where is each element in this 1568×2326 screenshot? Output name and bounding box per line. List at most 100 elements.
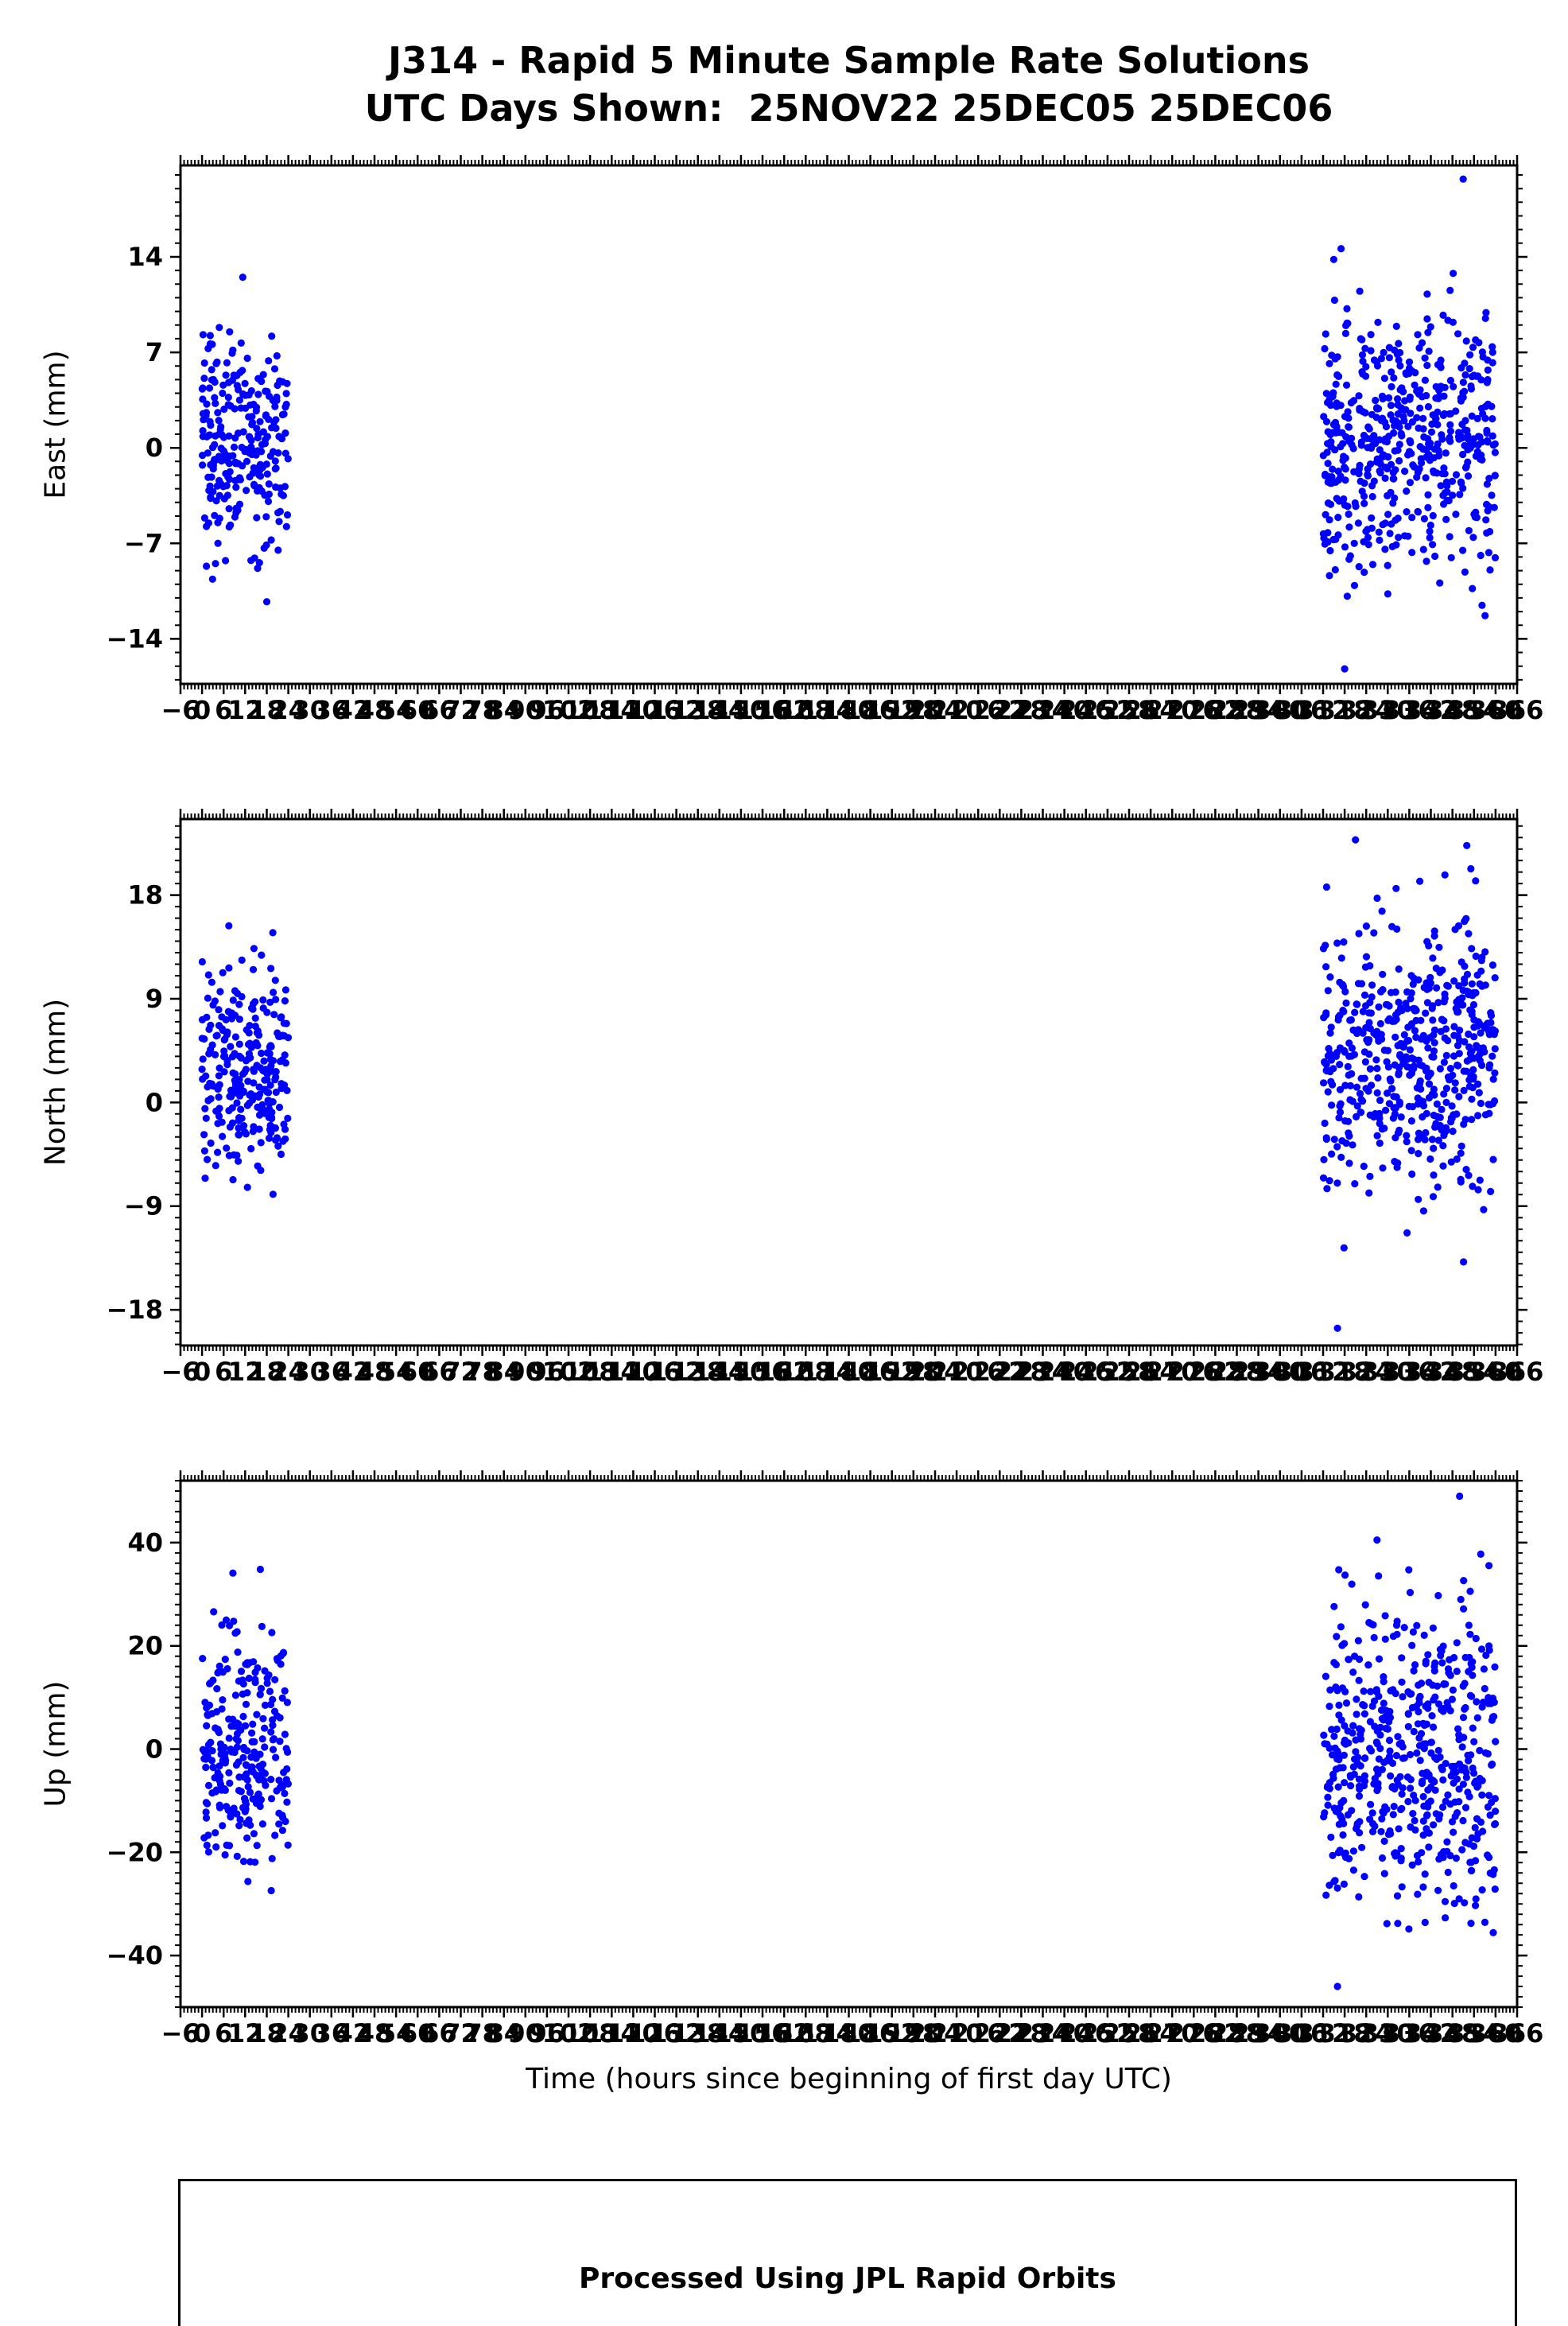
data-point bbox=[1372, 1765, 1381, 1773]
svg-text:144: 144 bbox=[693, 1357, 746, 1387]
data-point bbox=[1461, 441, 1469, 449]
data-point bbox=[1453, 1668, 1461, 1676]
data-point bbox=[1487, 1187, 1495, 1195]
data-point bbox=[1430, 1026, 1439, 1034]
data-point bbox=[203, 400, 211, 408]
data-point bbox=[1360, 1048, 1368, 1056]
data-point bbox=[235, 1015, 243, 1023]
scatter-points bbox=[199, 1492, 1500, 1990]
data-point bbox=[243, 457, 251, 465]
data-point bbox=[1478, 1703, 1486, 1711]
data-point bbox=[228, 1119, 237, 1127]
data-point bbox=[1428, 1712, 1436, 1720]
svg-text:162: 162 bbox=[758, 1357, 811, 1387]
data-point bbox=[1395, 1126, 1403, 1134]
data-point bbox=[1333, 1143, 1341, 1151]
data-point bbox=[1408, 514, 1416, 522]
data-point bbox=[215, 1064, 223, 1072]
data-point bbox=[1326, 1029, 1334, 1037]
data-point bbox=[1330, 1136, 1338, 1144]
data-point bbox=[1469, 1843, 1478, 1850]
svg-text:102: 102 bbox=[542, 1357, 596, 1387]
data-point bbox=[1450, 977, 1458, 985]
data-point bbox=[1462, 1166, 1470, 1174]
data-point bbox=[268, 1115, 276, 1123]
data-point bbox=[1460, 1258, 1468, 1266]
data-point bbox=[1339, 440, 1347, 448]
svg-text:360: 360 bbox=[1469, 2018, 1523, 2048]
svg-text:312: 312 bbox=[1297, 1357, 1350, 1387]
data-point bbox=[1405, 364, 1414, 372]
data-point bbox=[1393, 1617, 1401, 1625]
data-point bbox=[1427, 1738, 1435, 1746]
svg-text:336: 336 bbox=[1383, 695, 1436, 725]
svg-text:204: 204 bbox=[909, 695, 962, 725]
data-point bbox=[1327, 1833, 1335, 1841]
data-point bbox=[1377, 417, 1385, 425]
data-point bbox=[225, 1734, 233, 1742]
data-point bbox=[1429, 1016, 1437, 1024]
data-point bbox=[253, 425, 261, 433]
data-point bbox=[1345, 511, 1353, 518]
data-point bbox=[1395, 1070, 1403, 1078]
data-point bbox=[1370, 432, 1378, 440]
data-point bbox=[229, 996, 237, 1004]
data-point bbox=[1465, 1668, 1473, 1676]
data-point bbox=[281, 1051, 289, 1059]
data-point bbox=[1378, 1854, 1387, 1862]
data-point bbox=[1376, 536, 1384, 545]
data-point bbox=[257, 1765, 265, 1773]
data-point bbox=[1335, 1114, 1343, 1122]
data-point bbox=[1329, 465, 1337, 473]
svg-text:342: 342 bbox=[1404, 2018, 1457, 2048]
data-point bbox=[199, 433, 207, 441]
data-point bbox=[1324, 398, 1332, 406]
data-point bbox=[1407, 989, 1415, 997]
data-point bbox=[241, 379, 249, 387]
svg-text:342: 342 bbox=[1404, 1357, 1457, 1387]
data-point bbox=[266, 1042, 274, 1050]
data-point bbox=[1373, 894, 1381, 903]
data-point bbox=[1324, 1782, 1332, 1790]
data-point bbox=[215, 491, 223, 499]
data-point bbox=[219, 381, 227, 389]
data-point bbox=[1372, 396, 1380, 405]
data-point bbox=[1419, 1062, 1426, 1070]
y-axis-title: North (mm) bbox=[40, 999, 72, 1166]
data-point bbox=[1336, 1044, 1345, 1052]
data-point bbox=[1421, 1918, 1429, 1927]
data-point bbox=[249, 1005, 257, 1013]
data-point bbox=[1360, 569, 1368, 577]
data-point bbox=[1469, 1066, 1477, 1074]
data-point bbox=[252, 1754, 260, 1762]
data-point bbox=[1350, 1770, 1358, 1778]
data-point bbox=[1419, 1207, 1427, 1215]
svg-text:18: 18 bbox=[249, 695, 285, 725]
data-point bbox=[1422, 1037, 1430, 1045]
data-point bbox=[242, 1722, 250, 1730]
data-point bbox=[1426, 973, 1434, 981]
data-point bbox=[251, 1014, 259, 1022]
data-point bbox=[1397, 1805, 1405, 1814]
data-point bbox=[234, 989, 242, 997]
data-point bbox=[1450, 270, 1457, 278]
svg-text:150: 150 bbox=[715, 695, 768, 725]
data-point bbox=[1465, 526, 1473, 534]
data-point bbox=[248, 419, 257, 427]
data-point bbox=[1416, 1757, 1424, 1765]
data-point bbox=[276, 484, 284, 492]
data-point bbox=[1415, 424, 1422, 433]
data-point bbox=[1322, 1135, 1330, 1144]
data-point bbox=[1469, 1000, 1478, 1009]
data-point bbox=[1469, 1182, 1477, 1190]
data-point bbox=[1462, 914, 1470, 922]
data-point bbox=[1369, 1819, 1377, 1827]
data-point bbox=[1360, 499, 1368, 507]
svg-text:114: 114 bbox=[585, 695, 638, 725]
data-point bbox=[1409, 980, 1417, 988]
data-point bbox=[273, 351, 281, 360]
data-point bbox=[1356, 1089, 1364, 1097]
data-point bbox=[1473, 971, 1481, 979]
data-point bbox=[1341, 1722, 1349, 1730]
